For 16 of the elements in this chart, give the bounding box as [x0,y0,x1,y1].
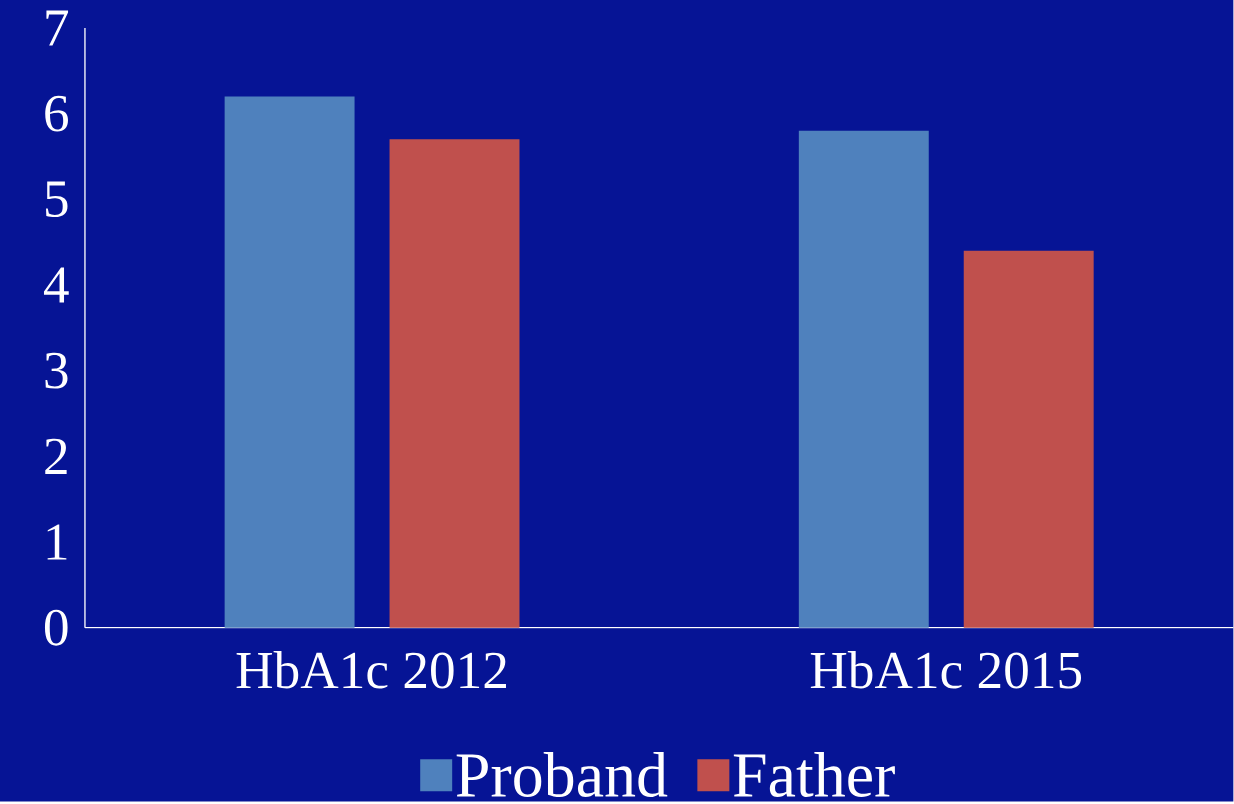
x-tick-label: HbA1c 2015 [810,651,1082,689]
y-tick-label: 5 [46,181,68,218]
bar [798,130,929,628]
legend-label: Father [733,752,895,798]
y-tick-label: 3 [45,352,68,389]
bar [963,250,1094,628]
legend-label: Proband [456,752,668,798]
bar [224,96,355,628]
bar [389,139,520,628]
x-tick-label: HbA1c 2012 [236,651,506,689]
y-tick-label: 7 [46,10,69,46]
y-tick-label: 4 [43,267,69,303]
y-tick-label: 0 [44,609,68,646]
y-tick-label: 2 [45,438,67,475]
y-tick-label: 6 [45,95,68,132]
y-tick-label: 1 [47,524,67,560]
